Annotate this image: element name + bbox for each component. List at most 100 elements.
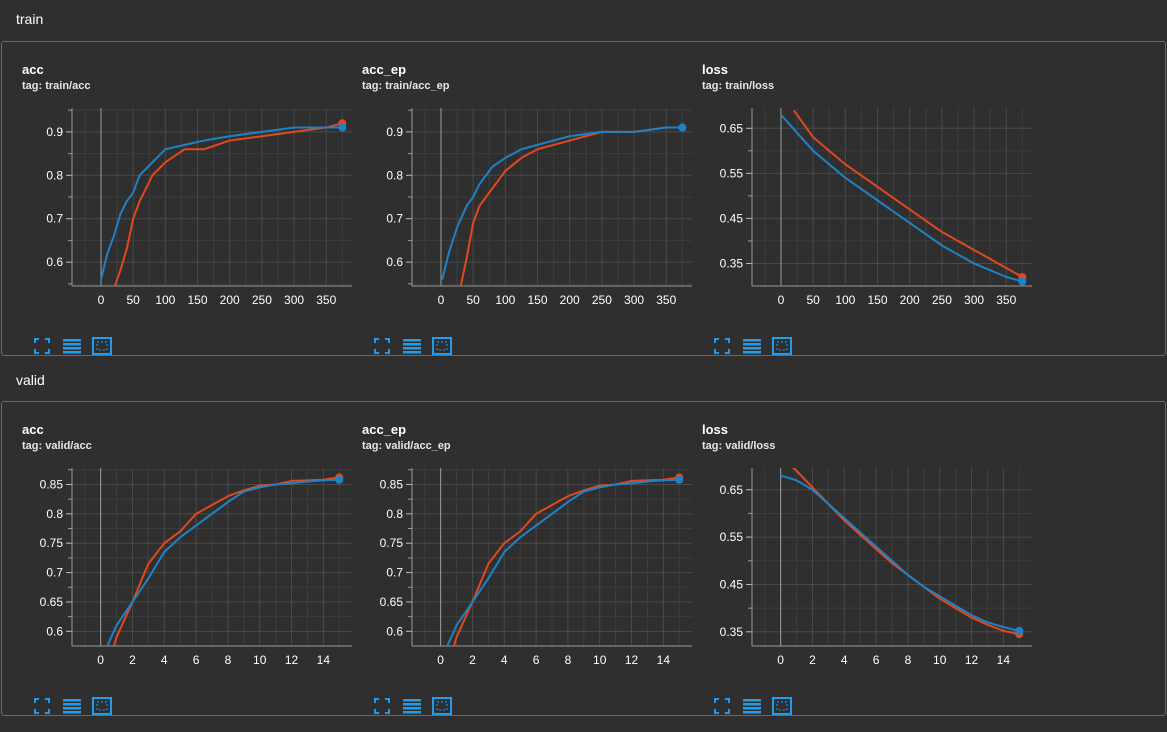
x-tick-label: 150: [188, 293, 208, 307]
fit-domain-icon[interactable]: [92, 336, 112, 356]
y-tick-label: 0.45: [720, 211, 744, 225]
x-tick-label: 4: [161, 653, 168, 667]
series-line: [452, 476, 680, 646]
chart-card-train-loss: loss tag: train/loss 0 50 100 150 200 250 300 3…: [702, 62, 1042, 372]
y-tick-label: 0.7: [46, 566, 63, 580]
x-tick-label: 350: [656, 293, 676, 307]
card-title: acc_ep: [362, 422, 407, 437]
fit-domain-icon[interactable]: [432, 696, 452, 716]
series-line: [780, 474, 1020, 632]
fit-to-screen-icon[interactable]: [712, 336, 732, 356]
y-tick-label: 0.9: [46, 125, 63, 139]
card-title: loss: [702, 62, 729, 77]
series-end-point: [338, 123, 347, 132]
line-chart[interactable]: 0 2 4 6 8 10 12 14 0.6 0.65 0.7 0.75 0.8 0.85: [22, 458, 362, 683]
y-tick-label: 0.65: [40, 595, 64, 609]
x-tick-label: 200: [560, 293, 580, 307]
x-tick-label: 200: [220, 293, 240, 307]
x-tick-label: 4: [501, 653, 508, 667]
section-title: train: [16, 11, 44, 27]
series-line: [793, 109, 1023, 278]
x-tick-label: 100: [835, 293, 855, 307]
card-tag: tag: valid/acc_ep: [362, 440, 451, 452]
card-title: acc: [22, 62, 44, 77]
line-chart[interactable]: 0 2 4 6 8 10 12 14 0.6 0.65 0.7 0.75 0.8 0.85: [362, 458, 702, 683]
x-tick-label: 10: [933, 653, 947, 667]
x-tick-label: 6: [533, 653, 540, 667]
x-tick-label: 14: [317, 653, 331, 667]
card-tag: tag: valid/acc: [22, 440, 92, 452]
line-chart[interactable]: 0 2 4 6 8 10 12 14 0.35 0.45 0.55 0.65: [702, 458, 1042, 683]
card-tag: tag: valid/loss: [702, 440, 776, 452]
card-tag: tag: train/acc: [22, 80, 91, 92]
y-tick-label: 0.65: [720, 121, 744, 135]
x-tick-label: 200: [900, 293, 920, 307]
series-line: [441, 126, 683, 280]
x-tick-label: 12: [965, 653, 979, 667]
x-tick-label: 8: [225, 653, 232, 667]
fit-domain-icon[interactable]: [772, 336, 792, 356]
x-tick-label: 2: [129, 653, 136, 667]
plot-area: [441, 123, 687, 286]
y-tick-label: 0.6: [386, 624, 403, 638]
x-tick-label: 50: [466, 293, 480, 307]
x-tick-label: 50: [806, 293, 820, 307]
section-panel-valid: acc tag: valid/acc 0 2 4 6 8 10 12 14 0.6 0.65 0.7…: [1, 401, 1166, 716]
line-chart[interactable]: 0 50 100 150 200 250 300 350 0.6 0.7 0.8 0.9: [362, 98, 702, 323]
x-tick-label: 10: [253, 653, 267, 667]
y-tick-label: 0.65: [720, 483, 744, 497]
y-tick-label: 0.9: [386, 125, 403, 139]
card-tag: tag: train/acc_ep: [362, 80, 450, 92]
toggle-log-icon[interactable]: [742, 336, 762, 356]
series-end-point: [675, 475, 684, 484]
series-line: [113, 122, 343, 286]
series-line: [459, 126, 683, 286]
toggle-log-icon[interactable]: [62, 336, 82, 356]
series-line: [99, 126, 343, 280]
line-chart[interactable]: 0 50 100 150 200 250 300 350 0.35 0.45 0.55 0.65: [702, 98, 1042, 323]
plot-area: [99, 119, 347, 286]
section-header-valid[interactable]: valid: [0, 361, 1167, 399]
section-panel-train: acc tag: train/acc 0 50 100 150 200 250 300 350…: [1, 41, 1166, 356]
fit-to-screen-icon[interactable]: [372, 336, 392, 356]
card-title: acc: [22, 422, 44, 437]
y-tick-label: 0.6: [46, 624, 63, 638]
series-line: [780, 114, 1023, 283]
toggle-log-icon[interactable]: [402, 336, 422, 356]
x-tick-label: 350: [996, 293, 1016, 307]
fit-domain-icon[interactable]: [772, 696, 792, 716]
series-end-point: [1018, 277, 1027, 286]
x-tick-label: 0: [98, 293, 105, 307]
toggle-log-icon[interactable]: [742, 696, 762, 716]
fit-to-screen-icon[interactable]: [32, 336, 52, 356]
fit-domain-icon[interactable]: [432, 336, 452, 356]
x-tick-label: 0: [438, 293, 445, 307]
x-tick-label: 12: [285, 653, 299, 667]
fit-to-screen-icon[interactable]: [712, 696, 732, 716]
toggle-log-icon[interactable]: [62, 696, 82, 716]
section-header-train[interactable]: train: [0, 0, 1167, 38]
x-tick-label: 100: [495, 293, 515, 307]
series-line: [112, 476, 340, 646]
section-title: valid: [16, 372, 45, 388]
y-tick-label: 0.55: [720, 530, 744, 544]
x-tick-label: 0: [778, 293, 785, 307]
line-chart[interactable]: 0 50 100 150 200 250 300 350 0.6 0.7 0.8 0.9: [22, 98, 362, 323]
fit-to-screen-icon[interactable]: [372, 696, 392, 716]
series-line: [106, 478, 340, 646]
chart-card-train-acc: acc tag: train/acc 0 50 100 150 200 250 300 350…: [22, 62, 362, 372]
x-tick-label: 300: [284, 293, 304, 307]
y-tick-label: 0.7: [46, 212, 63, 226]
chart-card-valid-loss: loss tag: valid/loss 0 2 4 6 8 10 12 14 0.35 0.45…: [702, 422, 1042, 732]
x-tick-label: 0: [97, 653, 104, 667]
series-end-point: [1015, 626, 1024, 635]
card-tag: tag: train/loss: [702, 80, 775, 92]
toggle-log-icon[interactable]: [402, 696, 422, 716]
x-tick-label: 6: [873, 653, 880, 667]
x-tick-label: 0: [777, 653, 784, 667]
plot-area: [780, 468, 1024, 639]
y-tick-label: 0.6: [46, 255, 63, 269]
fit-domain-icon[interactable]: [92, 696, 112, 716]
x-tick-label: 250: [932, 293, 952, 307]
fit-to-screen-icon[interactable]: [32, 696, 52, 716]
